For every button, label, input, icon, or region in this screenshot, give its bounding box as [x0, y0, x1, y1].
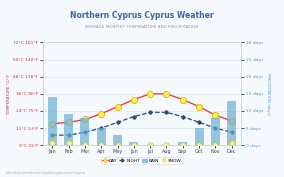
Bar: [97, 128, 106, 145]
Text: AVERAGE MONTHLY TEMPERATURE AND PRECIPITATION: AVERAGE MONTHLY TEMPERATURE AND PRECIPIT…: [85, 25, 199, 29]
Bar: [130, 142, 138, 145]
Bar: [113, 135, 122, 145]
Bar: [227, 101, 236, 145]
Text: hikersbay.com/climate/republiccyprus/northcyprus: hikersbay.com/climate/republiccyprus/nor…: [6, 171, 86, 175]
Bar: [80, 118, 89, 145]
Bar: [48, 97, 57, 145]
Bar: [178, 142, 187, 145]
Text: Northern Cyprus Cyprus Weather: Northern Cyprus Cyprus Weather: [70, 11, 214, 20]
Bar: [64, 114, 73, 145]
Y-axis label: TEMPERATURE °C/°F: TEMPERATURE °C/°F: [7, 74, 11, 114]
Bar: [195, 128, 204, 145]
Y-axis label: PRECIPITATION (days): PRECIPITATION (days): [266, 73, 270, 115]
Bar: [211, 118, 220, 145]
Legend: DAY, NIGHT, RAIN, SNOW: DAY, NIGHT, RAIN, SNOW: [101, 157, 183, 164]
